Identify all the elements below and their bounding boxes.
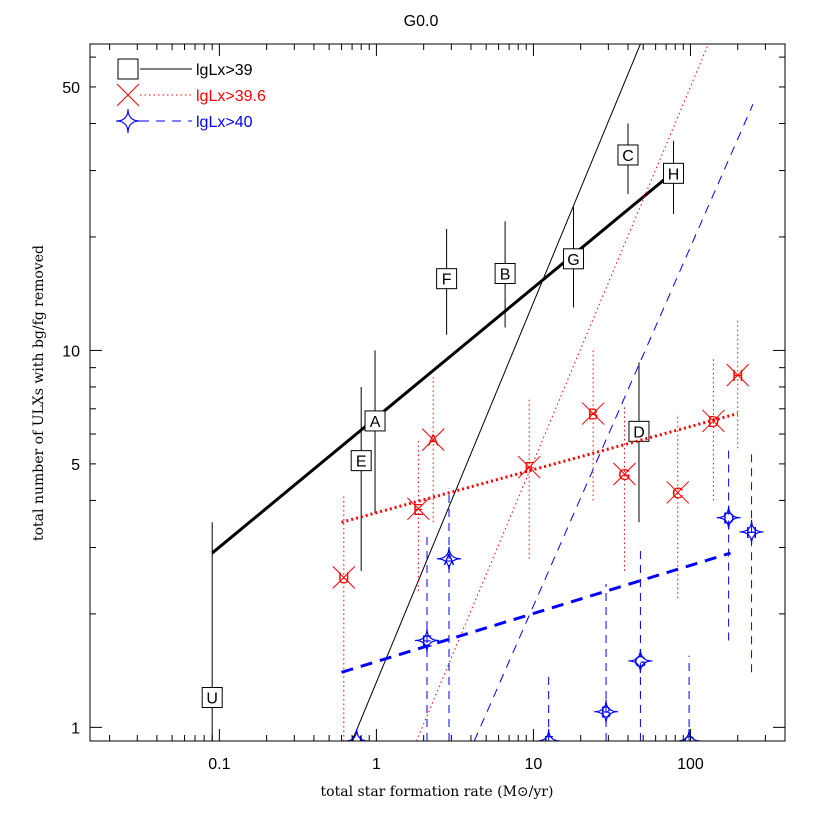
series-0-point-bg-1 [351, 450, 372, 471]
x-tick-label: 100 [677, 756, 704, 773]
series-0-point-label-7: D [633, 424, 645, 441]
series-0-point-bg-8 [663, 163, 684, 184]
series-1-point-6 [666, 481, 690, 504]
legend-label-1: lgLx>39.6 [196, 88, 266, 105]
x-tick-label: 0.1 [208, 756, 230, 773]
y-tick-label: 5 [71, 457, 80, 474]
series-2-point-label-3: F [544, 734, 554, 751]
series-2-point-8 [739, 519, 764, 544]
series-2-point-label-4: B [601, 705, 612, 722]
series-0-point-label-8: H [668, 166, 680, 183]
series-0-point-label-3: F [442, 272, 452, 289]
series-1-point-label-6: C [672, 485, 684, 502]
series-1-fit-line [341, 412, 739, 524]
series-1-point-label-0: U [338, 570, 350, 587]
series-0-point-bg-3 [436, 268, 457, 289]
series-1-point-1 [407, 497, 430, 521]
x-tick-label: 1 [372, 756, 381, 773]
series-1-point-0 [332, 565, 356, 589]
x-tick-label: 10 [525, 756, 543, 773]
series-2-point-3 [536, 728, 561, 741]
legend-label-2: lgLx>40 [196, 114, 253, 131]
legend-marker-0 [117, 58, 139, 80]
plot-frame [89, 43, 786, 742]
series-2-fit-line [341, 551, 731, 674]
series-2-point-label-6: C [683, 734, 695, 751]
series-0-point-bg-0 [202, 687, 223, 708]
y-tick-label: 1 [71, 720, 80, 737]
series-2-point-label-7: D [723, 511, 735, 528]
series-0-point-2 [364, 410, 386, 432]
legend-marker-2 [115, 108, 141, 134]
series-0-point-label-1: E [356, 454, 367, 471]
series-0-point-bg-4 [495, 263, 516, 284]
series-2-point-label-0: U [351, 734, 363, 751]
series-0-point-5 [563, 248, 585, 270]
series-1-point-8 [726, 363, 750, 387]
series-0-point-label-4: B [500, 266, 511, 283]
series-0-point-label-2: A [370, 414, 381, 431]
y-axis-title: total number of ULXs with bg/fg removed [31, 245, 47, 541]
series-0-point-bg-6 [617, 144, 638, 165]
series-0-point-label-6: C [622, 148, 634, 165]
series-0-point-0 [201, 687, 223, 709]
series-0-point-4 [494, 262, 516, 284]
series-2-point-label-5: G [634, 654, 646, 671]
series-0-point-3 [436, 268, 458, 290]
series-1-point-3 [517, 455, 541, 479]
series-2-point-4 [594, 699, 619, 724]
series-1-point-label-3: F [524, 460, 534, 477]
legend-marker-1 [116, 83, 140, 107]
series-2-point-1 [414, 628, 440, 653]
series-1-point-4 [581, 402, 605, 425]
series-0-fit-line [211, 169, 677, 555]
legend-label-0: lgLx>39 [196, 62, 253, 79]
y-tick-label: 10 [62, 343, 80, 360]
series-0-point-6 [617, 144, 639, 166]
series-2-point-label-1: E [422, 633, 433, 650]
series-0-point-7 [628, 420, 650, 442]
series-1-point-label-8: H [732, 368, 744, 385]
series-0-steep-line [351, 44, 641, 741]
series-1-point-label-1: E [413, 502, 424, 519]
series-1-point-7 [702, 409, 725, 433]
series-0-point-bg-2 [365, 410, 386, 431]
series-1-point-label-4: B [588, 407, 599, 424]
axes: 0.1 1 10 100 1 5 10 50 [62, 44, 786, 773]
series-1-point-label-2: A [428, 433, 439, 450]
series-0-point-label-0: U [206, 691, 218, 708]
chart-title: G0.0 [404, 13, 439, 30]
series-0-point-bg-5 [563, 248, 584, 269]
series-1-point-label-5: G [618, 467, 630, 484]
series-1-point-label-7: D [708, 414, 720, 431]
series-2-steep-line [473, 103, 754, 741]
series-0-point-bg-7 [628, 421, 649, 442]
y-tick-label: 50 [62, 80, 80, 97]
series-2-point-label-8: H [746, 525, 758, 542]
series-0-point-label-5: G [567, 252, 579, 269]
series-0-point-8 [663, 162, 685, 184]
x-axis-title: total star formation rate (M⊙/yr) [321, 784, 554, 800]
series-0-point-1 [350, 450, 372, 472]
series-2-point-5 [628, 648, 653, 673]
series-2-point-0 [344, 728, 369, 741]
series-1-point-5 [613, 462, 636, 486]
legend: lgLx>39 lgLx>39.6 lgLx>40 [115, 58, 266, 134]
series-1-point-2 [421, 428, 445, 451]
series-2-point-label-2: A [444, 552, 455, 569]
